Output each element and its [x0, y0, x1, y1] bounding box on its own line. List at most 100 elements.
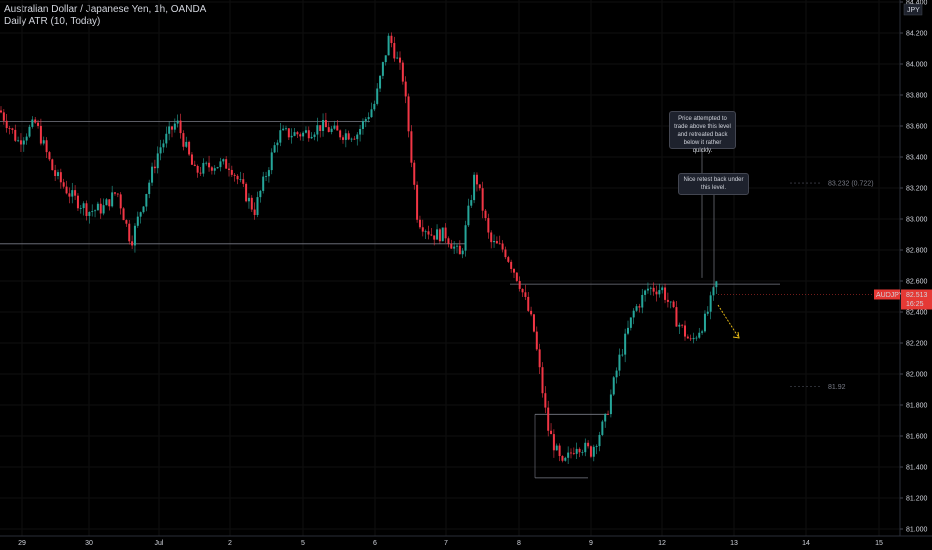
candle: [37, 119, 40, 129]
candle: [11, 127, 14, 134]
candle: [390, 32, 393, 48]
candle: [307, 126, 310, 142]
candle: [578, 447, 581, 458]
candle: [498, 235, 501, 245]
time-axis[interactable]: 29 30 Jul 2 5 6 7 8 9 12 13 14 15: [0, 535, 932, 547]
candle: [62, 178, 65, 189]
candle: [219, 157, 222, 172]
candle: [188, 140, 191, 157]
candle: [59, 168, 62, 189]
candle: [416, 181, 419, 223]
candle: [507, 255, 510, 264]
candle: [190, 152, 193, 165]
candle: [530, 306, 533, 317]
candle: [427, 225, 430, 240]
candle: [282, 125, 285, 131]
price-badge[interactable]: AUDJPY 82.513 16:25: [874, 289, 932, 310]
candle: [635, 303, 638, 312]
candle: [162, 139, 165, 153]
candle: [367, 112, 370, 123]
last-price-label: 82.513: [906, 292, 928, 299]
candle: [265, 171, 268, 181]
candle: [524, 284, 527, 301]
candle: [695, 335, 698, 341]
candle: [253, 202, 256, 220]
candle: [399, 51, 401, 70]
candle: [404, 76, 407, 104]
annotation-note-2[interactable]: Nice retest back under this level.: [678, 173, 749, 195]
candle: [501, 240, 504, 253]
candle: [641, 288, 644, 314]
candle: [247, 193, 250, 209]
horizontal-levels: 83.232 (0.722) 81.92: [0, 120, 874, 479]
candle: [407, 93, 410, 138]
candle: [430, 228, 433, 237]
candle: [638, 303, 641, 313]
candle: [287, 127, 290, 141]
candle: [304, 126, 307, 134]
candle: [589, 445, 592, 459]
grid: [0, 0, 900, 536]
candle: [467, 198, 470, 228]
candle: [333, 120, 336, 130]
candle: [42, 136, 45, 146]
candle: [228, 162, 230, 177]
candle: [655, 285, 658, 302]
candle: [74, 185, 77, 200]
candle: [715, 280, 718, 294]
candle: [128, 220, 131, 245]
candle: [279, 123, 282, 147]
candle: [584, 438, 587, 457]
candle: [544, 386, 547, 414]
candle: [205, 161, 208, 166]
candle: [570, 448, 572, 459]
candle: [131, 235, 134, 249]
candle: [518, 276, 521, 292]
y-tick-label: 81.000: [906, 527, 928, 534]
price-tag: [901, 289, 932, 310]
price-axis[interactable]: 81.000 81.200 81.400 81.600 81.800 82.000 82.2…: [874, 0, 932, 536]
candle: [196, 164, 199, 178]
candle: [233, 173, 236, 182]
candle: [493, 234, 496, 248]
candle: [71, 182, 74, 204]
candle: [473, 172, 476, 204]
candle: [470, 194, 473, 208]
candle: [464, 220, 467, 257]
x-tick-label: 12: [658, 540, 666, 547]
candle: [342, 135, 344, 144]
candle: [572, 447, 575, 456]
candle: [222, 158, 225, 165]
candle: [313, 132, 316, 141]
candle: [210, 166, 213, 175]
candle: [441, 227, 444, 242]
candle: [139, 211, 142, 224]
chart-title: Australian Dollar / Japanese Yen, 1h, OA…: [4, 4, 207, 15]
y-tick-label: 83.200: [906, 186, 928, 193]
candle: [156, 146, 159, 174]
candle: [490, 230, 493, 249]
candle: [136, 211, 139, 228]
candle: [14, 124, 17, 142]
candle: [202, 158, 205, 177]
candle: [96, 201, 99, 211]
x-tick-label: 29: [18, 540, 26, 547]
x-tick-label: 6: [373, 540, 377, 547]
annotation-note-1[interactable]: Price attempted to trade above this leve…: [669, 111, 736, 154]
candle: [250, 195, 253, 213]
candle: [116, 193, 119, 198]
atr-level-label: 81.92: [828, 384, 846, 391]
x-tick-label: 9: [589, 540, 593, 547]
candle: [270, 148, 273, 175]
x-tick-label: 2: [228, 540, 232, 547]
candle: [359, 124, 362, 142]
candle: [256, 191, 259, 218]
candle: [68, 187, 71, 204]
candle: [461, 248, 464, 259]
candle: [615, 367, 618, 384]
candle: [438, 227, 441, 244]
candle: [273, 142, 276, 154]
x-tick-label: 15: [875, 540, 883, 547]
candle: [361, 118, 364, 135]
